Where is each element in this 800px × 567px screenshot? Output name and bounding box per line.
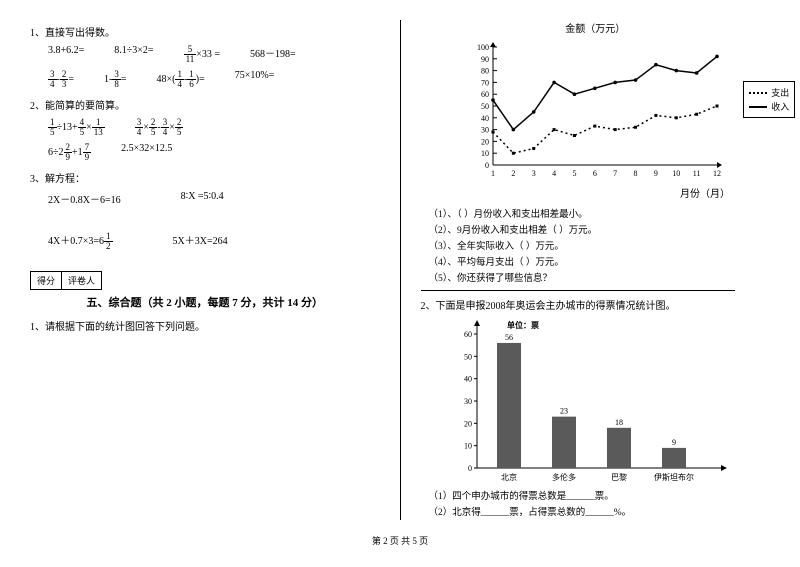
svg-text:9: 9 [654,169,658,178]
grader-label: 评卷人 [62,271,102,290]
svg-text:10: 10 [673,169,681,178]
svg-text:20: 20 [464,419,472,428]
svg-text:2: 2 [512,169,516,178]
q3-row1: 2X－0.8X－6=168∶X =5∶0.4 [48,191,380,206]
column-divider [400,20,401,520]
svg-text:12: 12 [713,169,721,178]
q1-row1: 3.8+6.2=8.1÷3×2=511×33 =568－198= [48,45,380,64]
svg-text:10: 10 [481,149,489,158]
svg-text:0: 0 [485,161,489,170]
svg-text:9: 9 [672,438,676,447]
svg-text:多伦多: 多伦多 [552,472,576,482]
line-chart-svg: 0102030405060708090100123456789101112 [465,41,725,181]
svg-text:0: 0 [468,464,472,473]
line-chart-title: 金额（万元） [421,20,771,35]
legend-expense: 支出 [749,86,789,99]
svg-text:10: 10 [464,442,472,451]
svg-text:7: 7 [613,169,617,178]
svg-text:巴黎: 巴黎 [611,472,627,482]
svg-text:20: 20 [481,137,489,146]
svg-text:5: 5 [573,169,577,178]
svg-text:30: 30 [464,397,472,406]
legend-income: 收入 [749,100,789,113]
bar-chart: 单位：票 0 10 20 30 40 50 60 56 北京 23 多伦多 18 巴黎 9 伊斯坦布尔 [451,316,711,486]
q5-1: 1、请根据下面的统计图回答下列问题。 [30,318,380,333]
bar-sub-2: （2）北京得______票，占得票总数的______%。 [429,504,771,518]
page-footer: 第 2 页 共 5 页 [30,534,770,547]
svg-text:50: 50 [481,102,489,111]
bar-q-title: 2、下面是申报2008年奥运会主办城市的得票情况统计图。 [421,297,771,312]
svg-text:56: 56 [505,333,513,342]
svg-text:80: 80 [481,67,489,76]
page: 1、直接写出得数。 3.8+6.2=8.1÷3×2=511×33 =568－19… [30,20,770,520]
legend: 支出 收入 [743,81,795,118]
svg-text:北京: 北京 [501,472,517,482]
svg-text:1: 1 [491,169,495,178]
q3-title: 3、解方程： [30,170,380,185]
q3-row2: 4X＋0.7×3=6125X＋3X=264 [48,232,380,251]
svg-text:50: 50 [464,352,472,361]
svg-text:90: 90 [481,55,489,64]
bar-chart-svg: 单位：票 0 10 20 30 40 50 60 56 北京 23 多伦多 18 巴黎 9 伊斯坦布尔 [451,316,731,486]
q2-row2: 6÷229+1792.5×32×12.5 [48,143,380,162]
sub-q-3: （3）、全年实际收入（ ）万元。 [429,238,771,252]
svg-text:40: 40 [464,375,472,384]
legend-income-label: 收入 [771,100,789,113]
score-box: 得分 评卷人 [30,271,380,290]
svg-text:23: 23 [560,407,568,416]
svg-text:18: 18 [615,418,623,427]
svg-text:40: 40 [481,114,489,123]
score-label: 得分 [30,271,62,290]
section-5-title: 五、综合题（共 2 小题，每题 7 分，共计 14 分） [30,294,380,310]
svg-text:伊斯坦布尔: 伊斯坦布尔 [654,472,694,482]
x-axis-label: 月份（月） [421,185,771,200]
svg-text:60: 60 [464,330,472,339]
q1-title: 1、直接写出得数。 [30,24,380,39]
sub-q-2: （2）、9月份收入和支出相差（ ）万元。 [429,222,771,236]
sub-q-4: （4）、平均每月支出（ ）万元。 [429,254,771,268]
sub-q-5: （5）、你还获得了哪些信息？ [429,270,771,284]
bar-sub-1: （1）四个申办城市的得票总数是______票。 [429,488,771,502]
svg-text:6: 6 [593,169,597,178]
svg-text:60: 60 [481,90,489,99]
svg-text:30: 30 [481,126,489,135]
svg-text:单位：票: 单位：票 [507,320,539,330]
q1-row2: 34-23=1-38=48×(14-16)=75×10%= [48,70,380,89]
q2-title: 2、能简算的要简算。 [30,97,380,112]
svg-text:4: 4 [552,169,556,178]
svg-text:11: 11 [693,169,701,178]
right-column: 金额（万元） 010203040506070809010012345678910… [421,20,771,520]
q2-row1: 15÷13+45×11334×25-34×25 [48,118,380,137]
legend-expense-label: 支出 [771,86,789,99]
svg-text:3: 3 [532,169,536,178]
line-sub-questions: （1）、（ ）月份收入和支出相差最小。 （2）、9月份收入和支出相差（ ）万元。… [421,206,771,284]
left-column: 1、直接写出得数。 3.8+6.2=8.1÷3×2=511×33 =568－19… [30,20,380,520]
svg-text:100: 100 [477,43,489,52]
line-chart: 0102030405060708090100123456789101112 支出… [465,41,725,181]
sub-q-1: （1）、（ ）月份收入和支出相差最小。 [429,206,771,220]
svg-text:8: 8 [634,169,638,178]
svg-text:70: 70 [481,78,489,87]
